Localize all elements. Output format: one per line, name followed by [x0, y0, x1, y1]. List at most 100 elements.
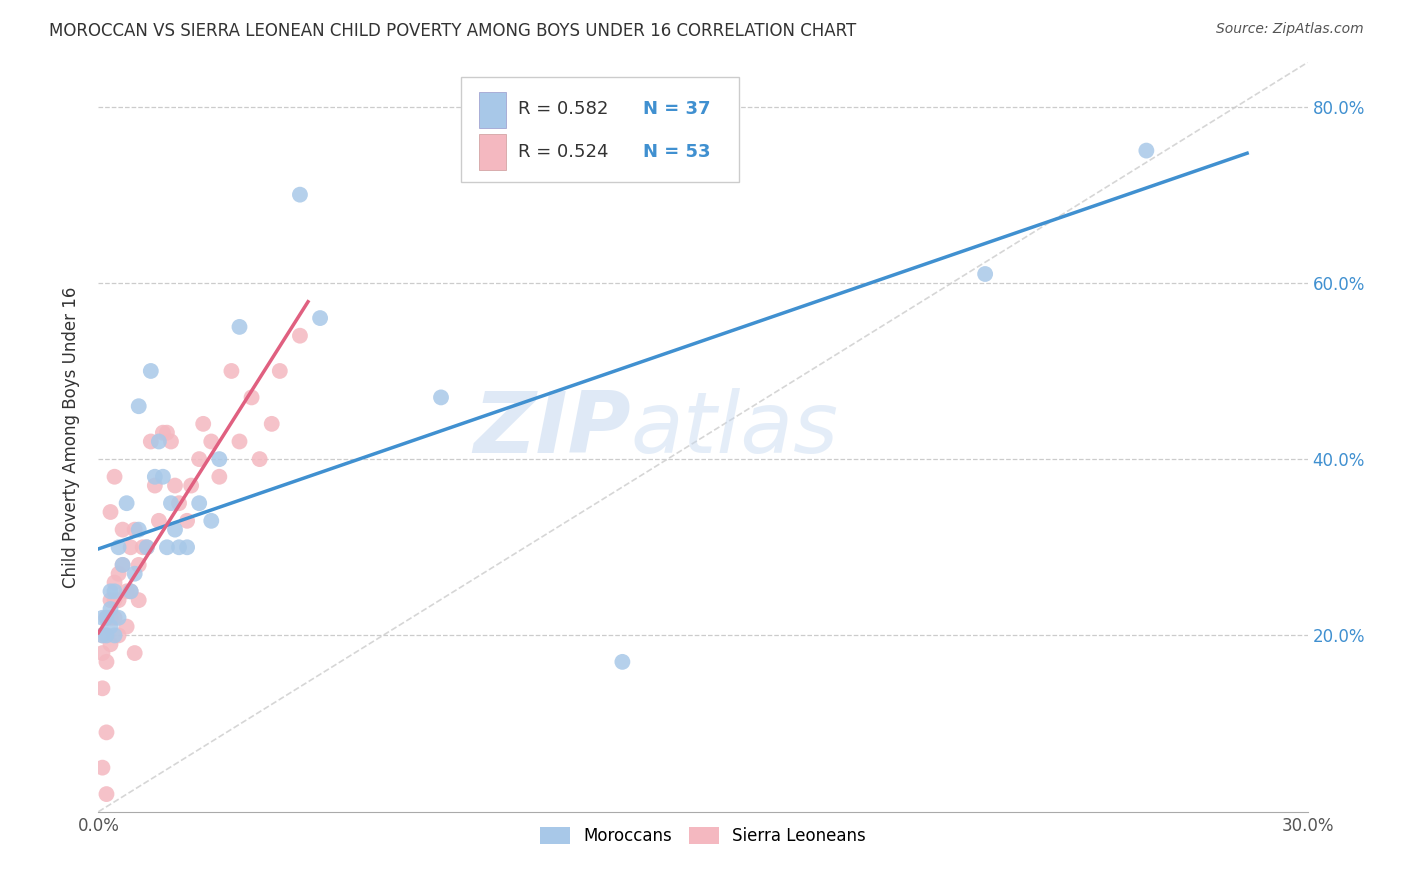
Point	[128, 399, 150, 413]
Point	[96, 628, 118, 642]
Point	[135, 541, 157, 555]
Point	[91, 681, 114, 696]
Point	[228, 319, 250, 334]
Point	[111, 558, 134, 572]
Point	[128, 523, 150, 537]
Point	[103, 628, 125, 642]
Point	[132, 541, 155, 555]
FancyBboxPatch shape	[479, 92, 506, 128]
Point	[96, 725, 118, 739]
Point	[188, 452, 211, 467]
Point	[103, 611, 125, 625]
Point	[96, 655, 118, 669]
Point	[100, 619, 122, 633]
Legend: Moroccans, Sierra Leoneans: Moroccans, Sierra Leoneans	[533, 821, 873, 852]
Point	[160, 434, 183, 449]
Point	[152, 425, 174, 440]
Point	[221, 364, 243, 378]
Text: Source: ZipAtlas.com: Source: ZipAtlas.com	[1216, 22, 1364, 37]
Point	[103, 469, 125, 483]
Point	[115, 584, 138, 599]
Text: MOROCCAN VS SIERRA LEONEAN CHILD POVERTY AMONG BOYS UNDER 16 CORRELATION CHART: MOROCCAN VS SIERRA LEONEAN CHILD POVERTY…	[49, 22, 856, 40]
Point	[309, 311, 332, 326]
Point	[91, 761, 114, 775]
Point	[430, 391, 453, 405]
Point	[124, 566, 146, 581]
Point	[111, 558, 134, 572]
Point	[91, 628, 114, 642]
Point	[103, 584, 125, 599]
Point	[111, 523, 134, 537]
Point	[160, 496, 183, 510]
Point	[240, 391, 263, 405]
Point	[120, 584, 142, 599]
Point	[188, 496, 211, 510]
Point	[96, 611, 118, 625]
Text: N = 37: N = 37	[643, 100, 710, 118]
Point	[96, 787, 118, 801]
Point	[200, 434, 222, 449]
Point	[163, 478, 186, 492]
FancyBboxPatch shape	[461, 78, 740, 182]
Point	[288, 187, 311, 202]
Point	[103, 575, 125, 590]
Point	[91, 646, 114, 660]
Point	[100, 602, 122, 616]
Point	[269, 364, 291, 378]
Point	[115, 619, 138, 633]
Text: ZIP: ZIP	[472, 388, 630, 471]
Point	[260, 417, 283, 431]
Point	[176, 514, 198, 528]
FancyBboxPatch shape	[479, 134, 506, 169]
Point	[208, 469, 231, 483]
Point	[120, 541, 142, 555]
Point	[107, 541, 129, 555]
Point	[143, 478, 166, 492]
Point	[100, 637, 122, 651]
Point	[91, 628, 114, 642]
Point	[115, 496, 138, 510]
Point	[100, 505, 122, 519]
Point	[288, 328, 311, 343]
Point	[107, 611, 129, 625]
Text: R = 0.582: R = 0.582	[517, 100, 609, 118]
Point	[107, 628, 129, 642]
Text: atlas: atlas	[630, 388, 838, 471]
Point	[176, 541, 198, 555]
Point	[148, 514, 170, 528]
Point	[148, 434, 170, 449]
Point	[1135, 144, 1157, 158]
Point	[249, 452, 271, 467]
Point	[139, 434, 162, 449]
Point	[167, 541, 190, 555]
Point	[152, 469, 174, 483]
Point	[91, 611, 114, 625]
Y-axis label: Child Poverty Among Boys Under 16: Child Poverty Among Boys Under 16	[62, 286, 80, 588]
Point	[96, 628, 118, 642]
Point	[107, 566, 129, 581]
Text: N = 53: N = 53	[643, 143, 710, 161]
Point	[974, 267, 997, 281]
Point	[100, 584, 122, 599]
Point	[200, 514, 222, 528]
Point	[156, 425, 179, 440]
Point	[100, 593, 122, 607]
Point	[128, 593, 150, 607]
Point	[103, 593, 125, 607]
Point	[128, 558, 150, 572]
Point	[107, 593, 129, 607]
Text: R = 0.524: R = 0.524	[517, 143, 609, 161]
Point	[228, 434, 250, 449]
Point	[124, 523, 146, 537]
Point	[180, 478, 202, 492]
Point	[208, 452, 231, 467]
Point	[135, 541, 157, 555]
Point	[100, 611, 122, 625]
Point	[139, 364, 162, 378]
Point	[156, 541, 179, 555]
Point	[120, 584, 142, 599]
Point	[612, 655, 634, 669]
Point	[124, 646, 146, 660]
Point	[143, 469, 166, 483]
Point	[163, 523, 186, 537]
